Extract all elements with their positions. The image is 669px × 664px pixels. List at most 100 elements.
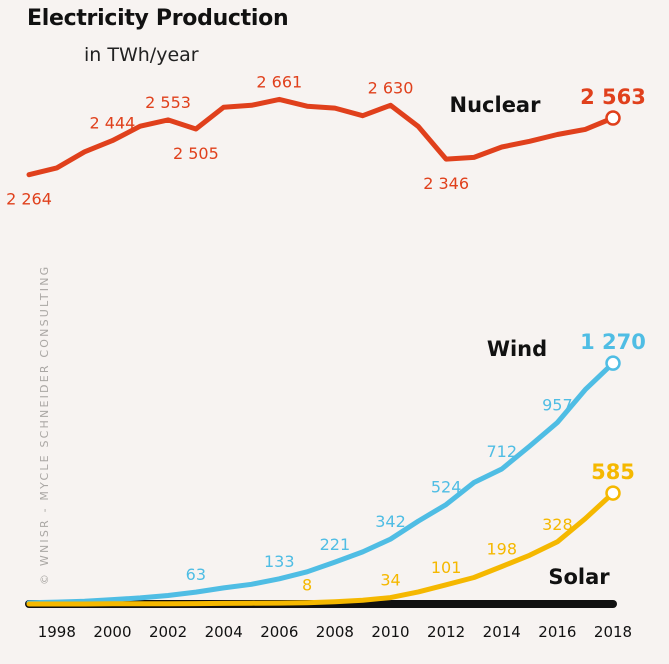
wind-data-point: [472, 481, 475, 484]
solar-data-point: [194, 602, 197, 605]
x-tick-label: 2018: [594, 623, 632, 641]
nuclear-data-point: [361, 114, 364, 117]
nuclear-data-label: 2 346: [423, 174, 469, 193]
nuclear-data-point: [139, 125, 142, 128]
nuclear-data-label: 2 661: [256, 72, 302, 91]
x-tick-label: 2004: [205, 623, 243, 641]
x-tick-label: 2012: [427, 623, 465, 641]
nuclear-data-point: [500, 146, 503, 149]
wind-data-point: [111, 598, 114, 601]
solar-data-point: [167, 602, 170, 605]
solar-data-label: 101: [431, 558, 462, 577]
solar-data-label: 8: [302, 576, 312, 595]
wind-data-point: [389, 538, 392, 541]
wind-data-label: 133: [264, 552, 295, 571]
nuclear-series-line: [26, 96, 616, 178]
nuclear-data-point: [111, 139, 114, 142]
solar-data-point: [472, 576, 475, 579]
solar-data-point: [306, 601, 309, 604]
x-axis: 1998 2000 2002 2004 2006 2008 2010 2012 2014 2016…: [25, 600, 632, 641]
nuclear-data-point: [306, 105, 309, 108]
x-tick-label: 2008: [316, 623, 354, 641]
solar-data-point: [278, 602, 281, 605]
wind-last-value-label: 1 270: [580, 330, 646, 354]
wind-data-point: [194, 591, 197, 594]
x-tick-label: 2014: [483, 623, 521, 641]
wind-data-label: 957: [542, 396, 573, 415]
solar-data-point: [83, 603, 86, 606]
wind-data-point: [278, 577, 281, 580]
wind-data-label: 712: [486, 442, 517, 461]
solar-data-point: [556, 540, 559, 543]
wind-data-point: [333, 561, 336, 564]
solar-data-label: 198: [486, 539, 517, 558]
nuclear-end-marker: [605, 110, 621, 126]
series-lines: [26, 96, 621, 607]
solar-series-name: Solar: [548, 565, 610, 589]
nuclear-data-label: 2 553: [145, 93, 191, 112]
wind-series-name: Wind: [487, 337, 547, 361]
solar-data-point: [139, 602, 142, 605]
solar-data-label: 328: [542, 515, 573, 534]
wind-data-point: [584, 388, 587, 391]
wind-data-label: 221: [320, 535, 351, 554]
solar-data-point: [417, 590, 420, 593]
wind-series-line: [26, 360, 616, 606]
nuclear-data-point: [445, 158, 448, 161]
solar-data-point: [28, 603, 31, 606]
nuclear-series-name: Nuclear: [450, 93, 542, 117]
nuclear-data-label: 2 444: [90, 114, 136, 133]
solar-data-label: 34: [380, 571, 400, 590]
chart-subtitle: in TWh/year: [84, 44, 199, 66]
nuclear-data-point: [584, 128, 587, 131]
solar-data-point: [111, 602, 114, 605]
nuclear-data-point: [472, 156, 475, 159]
x-tick-label: 2000: [93, 623, 131, 641]
wind-data-point: [167, 594, 170, 597]
solar-data-point: [389, 596, 392, 599]
solar-data-point: [528, 554, 531, 557]
nuclear-data-label: 2 505: [173, 144, 219, 163]
chart-title: Electricity Production: [27, 6, 289, 31]
nuclear-data-point: [167, 118, 170, 121]
x-tick-label: 2002: [149, 623, 187, 641]
nuclear-last-value-label: 2 563: [580, 85, 646, 109]
x-tick-label: 2010: [371, 623, 409, 641]
solar-data-point: [584, 517, 587, 520]
nuclear-data-point: [417, 125, 420, 128]
solar-data-point: [55, 603, 58, 606]
nuclear-data-point: [28, 173, 31, 176]
wind-data-point: [306, 570, 309, 573]
x-tick-label: 2006: [260, 623, 298, 641]
nuclear-data-point: [333, 107, 336, 110]
wind-data-point: [500, 467, 503, 470]
wind-data-label: 342: [375, 512, 406, 531]
nuclear-data-point: [55, 166, 58, 169]
data-labels: 2 563 Nuclear 2 264 2 444 2 553 2 505 2 661 2 6…: [6, 72, 646, 594]
wind-data-point: [361, 550, 364, 553]
nuclear-data-point: [528, 140, 531, 143]
nuclear-data-point: [250, 104, 253, 107]
solar-data-point: [361, 599, 364, 602]
wind-data-label: 63: [186, 565, 206, 584]
wind-data-point: [139, 596, 142, 599]
solar-data-point: [222, 602, 225, 605]
nuclear-data-point: [278, 98, 281, 101]
wind-data-label: 524: [431, 478, 462, 497]
wind-data-point: [445, 503, 448, 506]
nuclear-data-label: 2 264: [6, 190, 52, 209]
wind-data-point: [250, 583, 253, 586]
nuclear-data-point: [222, 106, 225, 109]
nuclear-data-point: [194, 127, 197, 130]
nuclear-data-label: 2 630: [368, 78, 414, 97]
wind-data-point: [417, 520, 420, 523]
solar-series-line: [26, 490, 616, 607]
solar-data-point: [500, 565, 503, 568]
nuclear-data-point: [389, 104, 392, 107]
nuclear-data-point: [556, 133, 559, 136]
solar-data-point: [445, 583, 448, 586]
x-tick-label: 1998: [38, 623, 76, 641]
wind-data-point: [556, 421, 559, 424]
wind-data-point: [222, 586, 225, 589]
